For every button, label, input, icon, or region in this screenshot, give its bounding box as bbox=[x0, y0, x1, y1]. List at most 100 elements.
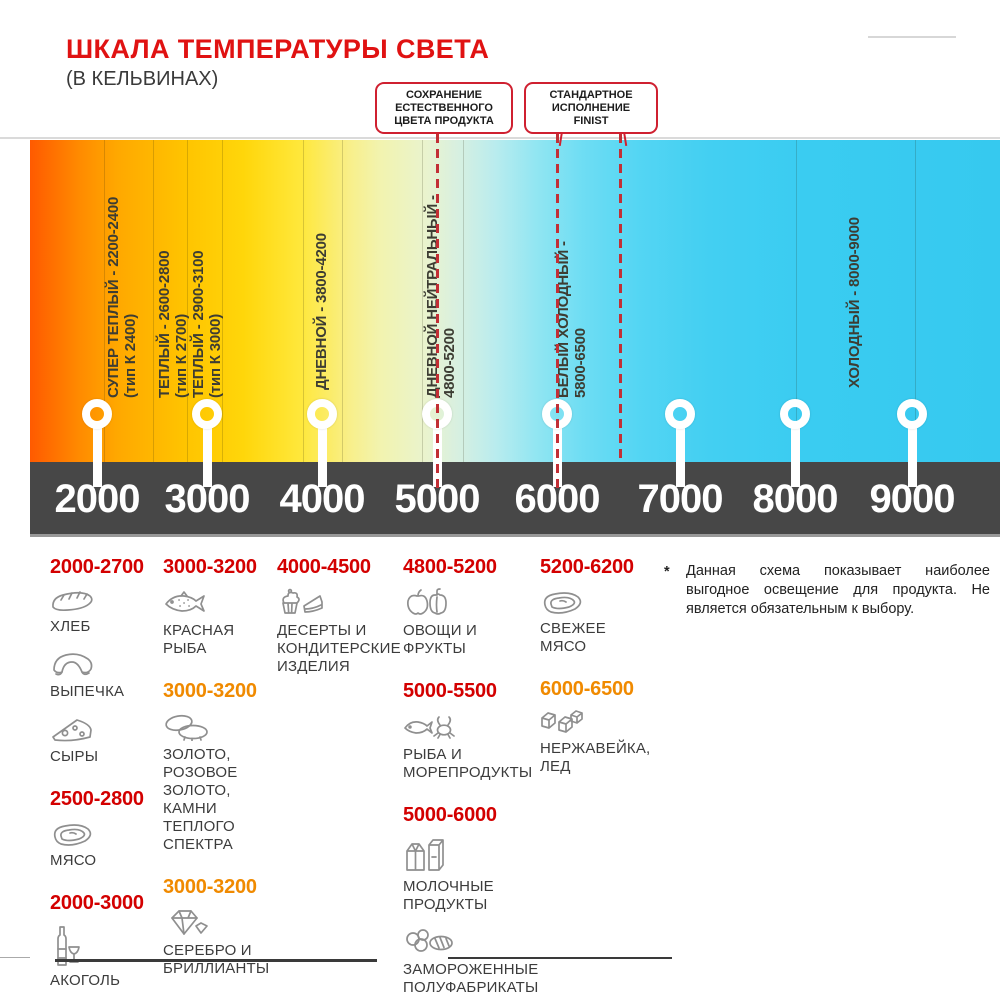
tick-3000: 3000 bbox=[164, 477, 251, 521]
product-item: СЕРЕБРО И БРИЛЛИАНТЫ bbox=[163, 907, 285, 978]
product-item: РЫБА И МОРЕПРОДУКТЫ bbox=[403, 711, 575, 782]
range-header: 5200-6200 bbox=[540, 556, 634, 578]
cheese-icon bbox=[52, 719, 92, 742]
dashed-line-5000 bbox=[436, 134, 439, 488]
footnote: * Данная схема показывает наиболее выгод… bbox=[664, 562, 990, 619]
product-item: ХЛЕБ bbox=[50, 587, 156, 636]
zone-divider bbox=[463, 140, 464, 462]
range-header: 2000-3000 bbox=[50, 892, 144, 914]
scale-pin-stem bbox=[203, 426, 212, 487]
scale-pin-7000 bbox=[665, 399, 695, 429]
range-header: 3000-3200 bbox=[163, 876, 257, 898]
product-item: МЯСО bbox=[50, 819, 156, 870]
steak-icon bbox=[543, 592, 582, 614]
product-label: СВЕЖЕЕ МЯСО bbox=[540, 620, 606, 655]
product-label: ДЕСЕРТЫ И КОНДИТЕРСКИЕ ИЗДЕЛИЯ bbox=[277, 622, 401, 675]
zone-divider bbox=[153, 140, 154, 462]
product-item: МОЛОЧНЫЕ ПРОДУКТЫ bbox=[403, 835, 575, 914]
zone-divider bbox=[915, 140, 916, 462]
scale-pin-stem bbox=[318, 426, 327, 487]
range-header: 3000-3200 bbox=[163, 556, 257, 578]
seafood-icon bbox=[404, 716, 455, 739]
zone-divider bbox=[422, 140, 423, 462]
divider bbox=[448, 957, 672, 959]
product-label: МОЛОЧНЫЕ ПРОДУКТЫ bbox=[403, 878, 494, 913]
dairy-icon bbox=[406, 839, 444, 871]
tick-9000: 9000 bbox=[869, 477, 956, 521]
product-label: СЫРЫ bbox=[50, 748, 99, 765]
product-item: КРАСНАЯ РЫБА bbox=[163, 587, 285, 658]
zone-label-super-warm: СУПЕР ТЕПЛЫЙ - 2200-2400 (тип К 2400) bbox=[105, 196, 139, 398]
product-label: СЕРЕБРО И БРИЛЛИАНТЫ bbox=[163, 942, 270, 977]
footnote-text: Данная схема показывает наиболее выгодно… bbox=[686, 563, 990, 617]
zone-label-warm-3000: ТЕПЛЫЙ - 2900-3100 (тип К 3000) bbox=[190, 250, 224, 398]
product-item: ОВОЩИ И ФРУКТЫ bbox=[403, 587, 575, 658]
product-item: НЕРЖАВЕЙКА, ЛЕД bbox=[540, 709, 660, 776]
divider bbox=[0, 957, 30, 958]
dashed-line-6500 bbox=[619, 134, 622, 462]
scale-pin-2000 bbox=[82, 399, 112, 429]
page-subtitle: (В КЕЛЬВИНАХ) bbox=[66, 68, 219, 90]
product-column-5: 5200-6200 СВЕЖЕЕ МЯСО 6000-6500 НЕРЖАВЕЙ… bbox=[540, 556, 660, 788]
alcohol-icon bbox=[57, 926, 80, 966]
product-label: РЫБА И МОРЕПРОДУКТЫ bbox=[403, 746, 533, 781]
product-label: ОВОЩИ И ФРУКТЫ bbox=[403, 622, 478, 657]
product-label: ХЛЕБ bbox=[50, 618, 91, 635]
scale-pin-stem bbox=[791, 426, 800, 487]
frozen-food-icon bbox=[406, 929, 453, 952]
diamond-icon bbox=[171, 910, 208, 935]
product-column-4: 4800-5200 ОВОЩИ И ФРУКТЫ 5000-5500 bbox=[403, 556, 575, 1000]
product-label: МЯСО bbox=[50, 852, 97, 869]
zone-divider bbox=[222, 140, 223, 462]
zone-divider bbox=[303, 140, 304, 462]
zone-label-white-cold: БЕЛЫЙ ХОЛОДНЫЙ - 5800-6500 bbox=[555, 241, 589, 398]
dashed-line-6000 bbox=[556, 134, 559, 488]
product-label: АКОГОЛЬ bbox=[50, 972, 121, 989]
product-item: ДЕСЕРТЫ И КОНДИТЕРСКИЕ ИЗДЕЛИЯ bbox=[277, 587, 401, 676]
scale-pin-stem bbox=[908, 426, 917, 487]
croissant-icon bbox=[53, 653, 93, 676]
product-item: ЗАМОРОЖЕННЫЕ ПОЛУФАБРИКАТЫ bbox=[403, 926, 575, 997]
zone-divider bbox=[187, 140, 188, 462]
tick-2000: 2000 bbox=[54, 477, 141, 521]
range-header: 2000-2700 bbox=[50, 556, 144, 578]
tick-8000: 8000 bbox=[752, 477, 839, 521]
product-item: АКОГОЛЬ bbox=[50, 923, 156, 990]
product-column-2: 3000-3200 КРАСНАЯ РЫБА 3000-3200 З bbox=[163, 556, 285, 990]
bread-icon bbox=[52, 591, 93, 612]
dessert-icon bbox=[282, 588, 323, 614]
range-header: 2500-2800 bbox=[50, 788, 144, 810]
callout-standard-finist: СТАНДАРТНОЕ ИСПОЛНЕНИЕ FINIST bbox=[524, 82, 658, 134]
product-item: ВЫПЕЧКА bbox=[50, 648, 156, 701]
scale-pin-4000 bbox=[307, 399, 337, 429]
zone-label-cold: ХОЛОДНЫЙ - 8000-9000 bbox=[846, 217, 863, 388]
zone-divider bbox=[104, 140, 105, 462]
tick-7000: 7000 bbox=[637, 477, 724, 521]
zone-label-day-neutral: ДНЕВНОЙ НЕЙТРАЛЬНЫЙ - 4800-5200 bbox=[424, 195, 458, 398]
divider bbox=[55, 959, 377, 962]
product-column-3: 4000-4500 ДЕСЕРТЫ И КОНДИТЕРСКИЕ ИЗДЕЛИЯ bbox=[277, 556, 401, 688]
product-item: СЫРЫ bbox=[50, 713, 156, 766]
scale-pin-stem bbox=[93, 426, 102, 487]
zone-divider bbox=[796, 140, 797, 462]
divider bbox=[0, 137, 1000, 139]
vegetables-icon bbox=[407, 588, 447, 615]
product-item: СВЕЖЕЕ МЯСО bbox=[540, 587, 660, 656]
product-label: ЗАМОРОЖЕННЫЕ ПОЛУФАБРИКАТЫ bbox=[403, 961, 539, 996]
zone-label-daylight: ДНЕВНОЙ - 3800-4200 bbox=[313, 233, 330, 390]
tick-4000: 4000 bbox=[279, 477, 366, 521]
footnote-asterisk: * bbox=[664, 564, 670, 580]
product-label: КРАСНАЯ РЫБА bbox=[163, 622, 235, 657]
kelvin-gradient-band bbox=[30, 140, 1000, 462]
product-column-1: 2000-2700 ХЛЕБ ВЫПЕЧКА bbox=[50, 556, 156, 1000]
range-header: 4800-5200 bbox=[403, 556, 497, 578]
scale-pin-3000 bbox=[192, 399, 222, 429]
zone-divider bbox=[342, 140, 343, 462]
callout-natural-color: СОХРАНЕНИЕ ЕСТЕСТВЕННОГО ЦВЕТА ПРОДУКТА bbox=[375, 82, 513, 134]
product-label: ЗОЛОТО, РОЗОВОЕ ЗОЛОТО, КАМНИ ТЕПЛОГО СП… bbox=[163, 746, 238, 853]
scale-pin-stem bbox=[676, 426, 685, 487]
product-label: НЕРЖАВЕЙКА, ЛЕД bbox=[540, 740, 651, 775]
range-header: 3000-3200 bbox=[163, 680, 257, 702]
range-header: 4000-4500 bbox=[277, 556, 371, 578]
